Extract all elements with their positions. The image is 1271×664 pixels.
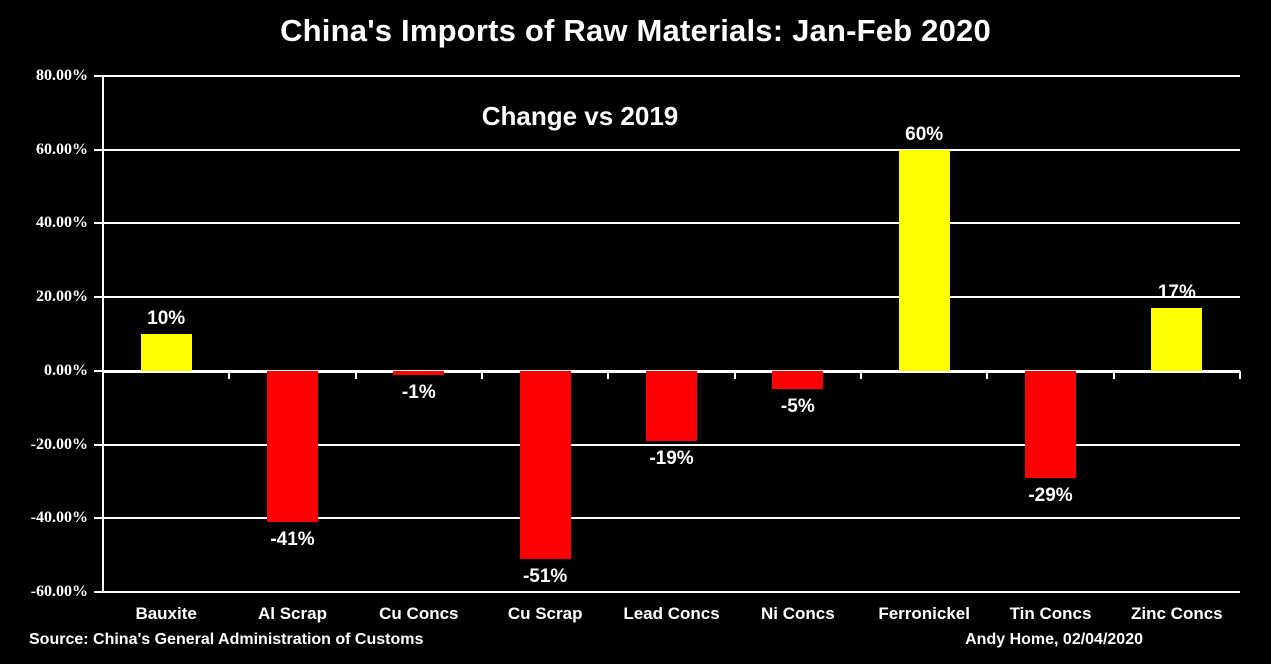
bar [140,334,192,371]
category-axis-tick [228,370,231,379]
bar-value-label: 10% [147,308,186,329]
y-tick-label: -20.00% [30,435,88,453]
y-axis-tick [94,443,110,446]
credit-note: Andy Home, 02/04/2020 [965,631,1143,648]
gridline [103,148,1240,151]
gridline [103,75,1240,77]
bar-value-label: -19% [649,447,694,469]
bar [1151,308,1203,371]
gridline [103,443,1240,446]
bar-value-label: 60% [905,123,944,145]
y-tick-label: -40.00% [30,509,88,527]
bar-value-label: -1% [401,381,436,403]
bar [772,370,824,390]
category-label: Lead Concs [623,604,720,623]
category-label: Cu Scrap [507,604,583,623]
category-axis-tick [607,370,610,379]
y-axis-line [102,76,104,592]
category-label: Ferronickel [878,604,970,623]
bar-value-label: 17% [1157,282,1196,304]
y-axis-tick [94,75,110,77]
y-axis-tick [94,591,110,593]
category-axis-tick [733,370,736,379]
category-axis-tick [1239,370,1241,379]
category-axis-tick [354,370,357,379]
bar-value-label: -5% [780,396,815,418]
bar [1025,370,1076,478]
category-label: Al Scrap [258,604,327,623]
plot-area: 10% Bauxite -41% Al Scrap -1% Cu Concs -51% Cu … [94,75,1241,623]
bar [898,149,950,371]
bar-value-label: -51% [522,565,568,587]
bar-value-label: -29% [1028,484,1073,506]
gridline [103,222,1240,225]
bar [646,370,697,441]
y-tick-label: 40.00% [36,214,88,232]
category-label: Tin Concs [1009,604,1092,623]
gridline [103,591,1240,593]
y-tick-label: -60.00% [30,583,88,600]
chart-title: China's Imports of Raw Materials: Jan-Fe… [280,13,991,48]
category-label: Cu Concs [379,604,459,623]
chart-subtitle: Change vs 2019 [481,101,679,131]
category-axis-tick [102,370,104,379]
y-axis-tick [94,296,110,299]
bar-value-label: -41% [270,528,315,550]
category-axis-tick [986,370,989,379]
bar [267,370,318,522]
gridline [103,296,1240,299]
bar [393,370,445,375]
category-axis-tick [1112,370,1115,379]
y-tick-label: 0.00% [44,361,88,379]
category-label: Bauxite [135,604,197,623]
category-axis-tick [481,370,483,379]
y-axis-tick [94,517,110,520]
y-tick-label: 80.00% [36,67,88,84]
source-note: Source: China's General Administration o… [29,631,424,648]
category-label: Zinc Concs [1131,604,1223,623]
category-label: Ni Concs [760,604,835,623]
gridline [103,517,1240,520]
y-axis-tick [94,148,110,151]
y-tick-label: 60.00% [36,140,88,158]
y-tick-label: 20.00% [36,288,88,306]
y-axis-tick [94,222,110,225]
bar [519,370,571,559]
category-axis-tick [860,370,862,379]
y-axis-labels: 80.00% 60.00% 40.00% 20.00% 0.00% -20.00% -40.… [0,67,88,600]
